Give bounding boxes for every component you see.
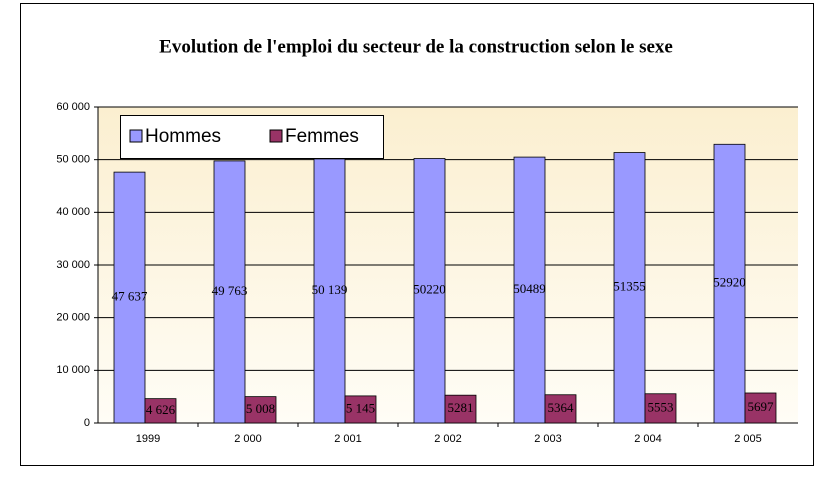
data-label: 52920 — [713, 275, 746, 290]
x-tick-label: 1999 — [136, 433, 160, 445]
y-tick-label: 20 000 — [56, 312, 90, 324]
data-label: 50489 — [513, 281, 546, 296]
x-tick-label: 2 001 — [334, 433, 362, 445]
bar — [713, 143, 746, 424]
data-label: 47 637 — [112, 289, 148, 304]
data-label: 5 145 — [346, 400, 375, 415]
y-tick-label: 10 000 — [56, 364, 90, 376]
chart-title: Evolution de l'emploi du secteur de la c… — [159, 36, 673, 57]
data-label: 5 008 — [246, 401, 275, 416]
bar — [213, 160, 246, 424]
legend-label: Femmes — [285, 126, 359, 147]
x-tick-label: 2 000 — [234, 433, 262, 445]
data-label: 4 626 — [146, 402, 176, 417]
y-tick-label: 30 000 — [56, 259, 90, 271]
data-label: 49 763 — [212, 283, 248, 298]
legend-label: Hommes — [145, 126, 221, 147]
y-tick-label: 40 000 — [56, 206, 90, 218]
bar — [444, 394, 477, 424]
x-tick-label: 2 002 — [434, 433, 462, 445]
bar — [313, 158, 346, 424]
data-label: 5364 — [548, 400, 575, 415]
x-tick-label: 2 003 — [534, 433, 562, 445]
y-tick-label: 0 — [84, 417, 90, 429]
x-tick-label: 2 004 — [634, 433, 662, 445]
legend-swatch — [129, 129, 143, 143]
bar — [144, 398, 177, 424]
data-label: 5697 — [748, 399, 775, 414]
bar — [113, 171, 146, 424]
bar — [513, 156, 546, 424]
data-label: 5281 — [448, 400, 474, 415]
bar — [613, 152, 646, 424]
bar — [744, 392, 777, 424]
bar — [344, 395, 377, 424]
bar — [413, 158, 446, 424]
data-label: 50220 — [413, 282, 446, 297]
data-label: 5553 — [648, 399, 674, 414]
legend-box — [120, 115, 384, 159]
bar — [244, 396, 277, 424]
y-tick-label: 60 000 — [56, 101, 90, 113]
y-tick-label: 50 000 — [56, 154, 90, 166]
legend-swatch — [269, 129, 283, 143]
x-tick-label: 2 005 — [734, 433, 762, 445]
data-label: 51355 — [613, 279, 646, 294]
data-label: 50 139 — [312, 282, 348, 297]
bar — [644, 393, 677, 424]
bar — [544, 394, 577, 424]
